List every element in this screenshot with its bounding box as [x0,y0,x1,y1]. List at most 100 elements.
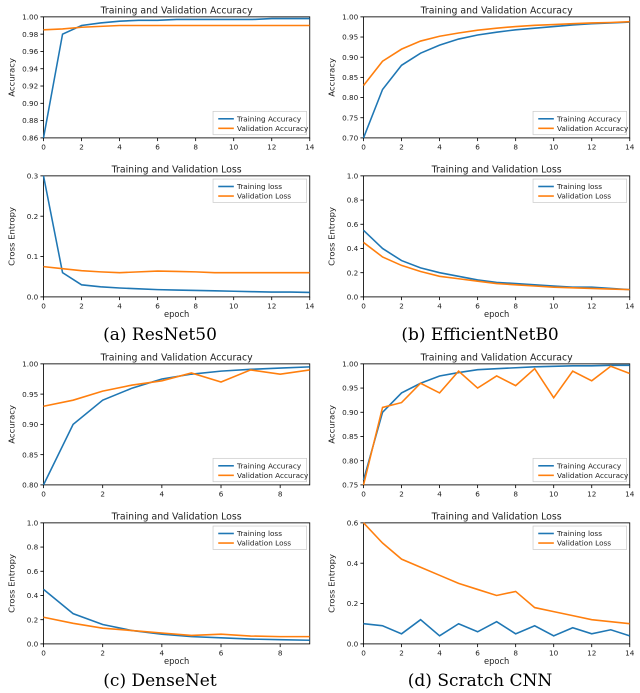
x-tick-label: 6 [155,302,160,311]
x-tick-label: 10 [549,142,559,151]
y-tick-label: 0.75 [342,113,359,122]
x-tick-label: 8 [278,489,283,498]
accuracy-chart: Training and Validation Accuracy Accuracy… [324,2,636,161]
accuracy-chart: Training and Validation Accuracy Accuracy… [324,349,636,508]
x-tick-label: 2 [100,489,105,498]
x-tick-label: 6 [219,648,224,657]
y-tick-label: 0.85 [22,450,39,459]
x-tick-label: 12 [587,142,596,151]
legend-label-val: Validation Loss [237,538,291,547]
y-tick-label: 0.90 [342,53,359,62]
y-tick-label: 0.2 [27,212,39,221]
x-tick-label: 2 [100,648,105,657]
legend-label-train: Training Accuracy [236,461,302,470]
val-series [364,22,630,86]
x-tick-label: 2 [399,302,404,311]
val-series [44,369,310,405]
legend-label-train: Training Accuracy [556,114,622,123]
legend-label-val: Validation Loss [557,192,611,201]
x-tick-label: 2 [79,302,84,311]
x-tick-label: 12 [267,302,276,311]
legend-label-train: Training loss [556,529,602,538]
x-tick-label: 10 [549,648,559,657]
panel-efficientnetb0: Training and Validation Accuracy Accuracy… [320,0,640,347]
x-axis-label: epoch [484,656,509,666]
y-axis-label: Cross Entropy [326,207,336,266]
x-tick-label: 2 [399,489,404,498]
x-tick-label: 4 [160,648,165,657]
figure-grid: Training and Validation Accuracy Accuracy… [0,0,640,693]
y-tick-label: 0.6 [347,518,359,527]
y-tick-label: 0.86 [22,133,39,142]
legend: Training lossValidation Loss [213,179,307,202]
val-series [44,617,310,636]
train-series [44,589,310,640]
x-tick-label: 6 [475,142,480,151]
y-tick-label: 0.98 [22,30,39,39]
legend-label-val: Validation Loss [557,538,611,547]
x-tick-label: 2 [79,142,84,151]
y-tick-label: 0.96 [22,47,39,56]
x-tick-label: 12 [587,302,596,311]
panel-caption: (c) DenseNet [4,667,316,693]
legend-label-train: Training loss [236,182,282,191]
legend-label-val: Validation Loss [237,192,291,201]
x-tick-label: 8 [513,489,518,498]
y-axis-label: Accuracy [326,404,336,443]
x-tick-label: 6 [219,489,224,498]
y-tick-label: 0.4 [27,591,39,600]
panel-caption: (a) ResNet50 [4,321,316,347]
chart-title: Training and Validation Accuracy [100,6,253,17]
y-tick-label: 0.85 [342,73,359,82]
y-tick-label: 0.0 [347,639,359,648]
y-tick-label: 0.2 [347,269,359,278]
y-tick-label: 0.90 [22,419,39,428]
x-tick-label: 0 [41,648,46,657]
legend: Training lossValidation Loss [533,526,627,549]
y-axis-label: Accuracy [326,58,336,97]
y-tick-label: 0.94 [22,64,39,73]
legend: Training AccuracyValidation Accuracy [213,111,309,134]
chart-title: Training and Validation Accuracy [420,352,573,363]
y-tick-label: 0.3 [27,172,39,181]
x-tick-label: 2 [399,142,404,151]
charts-area: Training and Validation AccuracyAccuracy… [4,2,316,321]
x-tick-label: 10 [549,302,559,311]
x-tick-label: 10 [229,302,239,311]
legend-label-val: Validation Accuracy [557,124,629,133]
chart-title: Training and Validation Loss [431,511,562,522]
loss-chart: Training and Validation LossCross Entrop… [324,508,636,667]
panel-caption: (b) EfficientNetB0 [324,321,636,347]
chart-title: Training and Validation Accuracy [420,6,573,17]
x-tick-label: 0 [361,489,366,498]
y-axis-label: Cross Entropy [6,207,16,266]
chart-title: Training and Validation Accuracy [100,352,253,363]
x-tick-label: 6 [475,489,480,498]
x-axis-label: epoch [164,656,189,666]
y-tick-label: 0.95 [22,389,39,398]
x-tick-label: 8 [193,302,198,311]
loss-chart: Training and Validation LossCross Entrop… [324,161,636,320]
y-tick-label: 0.88 [22,116,39,125]
charts-area: Training and Validation Accuracy Accuracy… [324,2,636,321]
legend-label-val: Validation Accuracy [237,124,309,133]
x-tick-label: 8 [513,142,518,151]
x-tick-label: 10 [229,142,239,151]
y-tick-label: 0.2 [347,599,359,608]
loss-chart: Training and Validation LossCross Entrop… [4,161,316,320]
y-tick-label: 0.6 [27,567,39,576]
y-tick-label: 1.00 [342,12,359,21]
x-tick-label: 0 [41,302,46,311]
legend-label-val: Validation Accuracy [237,470,309,479]
y-axis-label: Cross Entropy [6,554,16,613]
charts-area: Training and Validation Accuracy Accuracy… [324,349,636,668]
train-series [364,231,630,290]
train-series [364,619,630,635]
x-tick-label: 0 [361,648,366,657]
y-tick-label: 0.4 [347,559,359,568]
x-tick-label: 14 [625,648,635,657]
x-tick-label: 6 [475,302,480,311]
x-tick-label: 0 [361,302,366,311]
x-tick-label: 8 [278,648,283,657]
x-axis-label: epoch [484,309,509,319]
